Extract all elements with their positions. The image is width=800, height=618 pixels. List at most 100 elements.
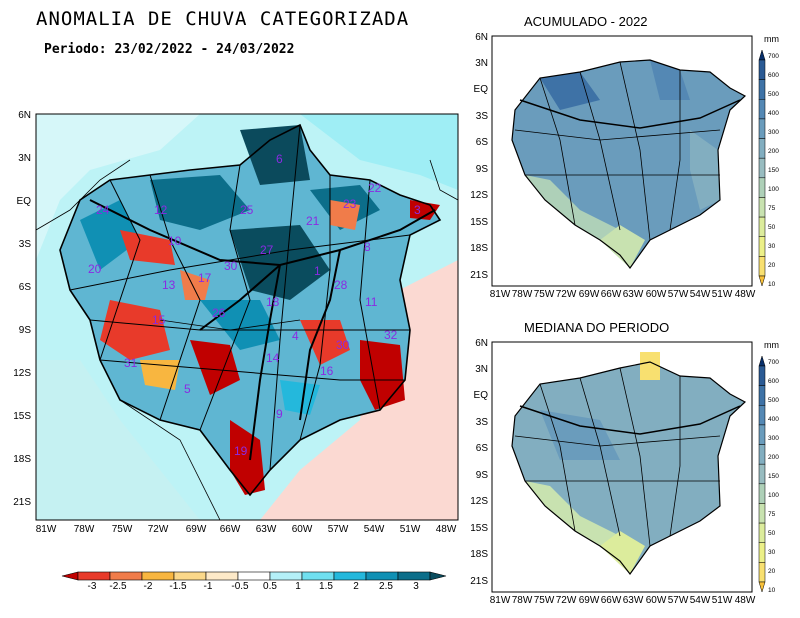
svg-text:54W: 54W	[364, 524, 385, 535]
mm-colorbar-label: 30	[768, 549, 776, 556]
mm-colorbar-label: 600	[768, 72, 779, 79]
basin-label: 13	[162, 278, 176, 292]
mm-colorbar-label: 300	[768, 129, 779, 136]
mediana-unit: mm	[764, 340, 779, 350]
mm-colorbar-label: 300	[768, 435, 779, 442]
mm-colorbar-segment	[758, 562, 766, 583]
basin-label: 15	[152, 313, 166, 327]
mm-colorbar-segment	[758, 483, 766, 504]
basin-label: 11	[365, 295, 378, 309]
mm-colorbar-label: 100	[768, 492, 779, 499]
acumulado-lon-axis: 81W 78W 75W 72W 69W 66W 63W 60W 57W 54W …	[490, 289, 756, 300]
mm-colorbar-label: 75	[768, 511, 776, 518]
svg-text:81W: 81W	[490, 289, 511, 300]
svg-text:-3: -3	[88, 581, 97, 592]
mm-colorbar-segment	[758, 503, 766, 524]
mm-colorbar-segment	[758, 365, 766, 386]
svg-text:15S: 15S	[470, 217, 488, 228]
svg-text:69W: 69W	[186, 524, 207, 535]
mm-colorbar-label: 150	[768, 473, 779, 480]
mm-colorbar-segment	[758, 157, 766, 179]
svg-text:18S: 18S	[470, 549, 488, 560]
svg-text:6N: 6N	[475, 338, 488, 349]
svg-text:6S: 6S	[476, 443, 489, 454]
mm-colorbar-segment	[758, 118, 766, 139]
svg-text:12S: 12S	[470, 496, 488, 507]
svg-text:75W: 75W	[112, 524, 133, 535]
svg-text:21S: 21S	[470, 576, 488, 587]
svg-text:18S: 18S	[13, 454, 31, 465]
mm-colorbar-segment	[758, 385, 766, 406]
basin-label: 28	[334, 278, 348, 292]
mm-colorbar-label: 10	[768, 281, 776, 288]
basin-label: 1	[314, 264, 321, 278]
mm-colorbar-label: 700	[768, 53, 779, 60]
basin-label: 20	[88, 262, 102, 276]
mm-colorbar-segment	[758, 542, 766, 563]
basin-label: 10	[168, 234, 182, 248]
svg-text:12S: 12S	[470, 190, 488, 201]
svg-text:21S: 21S	[13, 497, 31, 508]
basin-label: 14	[266, 351, 280, 365]
mm-colorbar-segment	[758, 197, 766, 218]
mediana-title: MEDIANA DO PERIODO	[524, 320, 669, 335]
mm-colorbar-label: 400	[768, 416, 779, 423]
svg-text:48W: 48W	[436, 524, 457, 535]
svg-text:63W: 63W	[256, 524, 277, 535]
svg-text:81W: 81W	[490, 595, 511, 606]
svg-text:63W: 63W	[623, 289, 644, 300]
svg-text:15S: 15S	[13, 411, 31, 422]
svg-text:51W: 51W	[712, 595, 733, 606]
mm-colorbar-segment	[758, 275, 766, 287]
colorbar-segment	[205, 571, 239, 581]
svg-text:3N: 3N	[475, 58, 488, 69]
svg-text:1: 1	[295, 581, 301, 592]
acumulado-colorbar: 700 600 500 400 300 200 150 100 75 50 30 20 10	[758, 49, 779, 288]
mediana-lat-axis: 6N 3N EQ 3S 6S 9S 12S 15S 18S 21S	[470, 338, 488, 587]
mm-colorbar-label: 500	[768, 397, 779, 404]
mediana-map	[491, 341, 753, 593]
period-label: Periodo: 23/02/2022 - 24/03/2022	[44, 42, 295, 57]
colorbar-segment	[429, 571, 447, 581]
svg-text:60W: 60W	[292, 524, 313, 535]
basin-label: 23	[343, 197, 357, 211]
mm-colorbar-label: 20	[768, 568, 776, 575]
mm-colorbar-label: 600	[768, 378, 779, 385]
colorbar-segment	[173, 571, 207, 581]
colorbar-segment	[237, 571, 271, 581]
basin-label: 16	[320, 364, 334, 378]
mm-colorbar-segment	[758, 138, 766, 159]
svg-text:1.5: 1.5	[319, 581, 333, 592]
svg-text:EQ: EQ	[17, 196, 32, 207]
mm-colorbar-segment	[758, 405, 766, 426]
colorbar-segment	[397, 571, 431, 581]
svg-text:EQ: EQ	[474, 390, 489, 401]
anomaly-colorbar-labels: -3 -2.5 -2 -1.5 -1 -0.5 0.5 1 1.5 2 2.5 …	[88, 581, 420, 592]
mm-colorbar-segment	[758, 581, 766, 593]
basin-label: 27	[260, 243, 274, 257]
svg-text:-0.5: -0.5	[231, 581, 249, 592]
basin-label: 19	[234, 444, 248, 458]
mm-colorbar-segment	[758, 522, 766, 543]
svg-text:3S: 3S	[476, 417, 489, 428]
anomaly-map-field	[36, 114, 458, 520]
svg-text:72W: 72W	[556, 595, 577, 606]
svg-text:57W: 57W	[668, 595, 689, 606]
svg-text:18S: 18S	[470, 243, 488, 254]
svg-text:9S: 9S	[19, 325, 32, 336]
mm-colorbar-segment	[758, 355, 766, 367]
svg-text:72W: 72W	[148, 524, 169, 535]
mediana-lon-axis: 81W 78W 75W 72W 69W 66W 63W 60W 57W 54W …	[490, 595, 756, 606]
main-lon-axis: 81W 78W 75W 72W 69W 66W 63W 60W 57W 54W …	[36, 524, 457, 535]
mm-colorbar-segment	[758, 444, 766, 465]
svg-text:57W: 57W	[668, 289, 689, 300]
colorbar-segment	[333, 571, 367, 581]
svg-text:3N: 3N	[475, 364, 488, 375]
mm-colorbar-label: 400	[768, 110, 779, 117]
mm-colorbar-label: 50	[768, 530, 776, 537]
svg-text:66W: 66W	[601, 289, 622, 300]
basin-label: 8	[364, 240, 371, 254]
mm-colorbar-segment	[758, 99, 766, 120]
mm-colorbar-label: 150	[768, 167, 779, 174]
basin-label: 30	[336, 338, 350, 352]
